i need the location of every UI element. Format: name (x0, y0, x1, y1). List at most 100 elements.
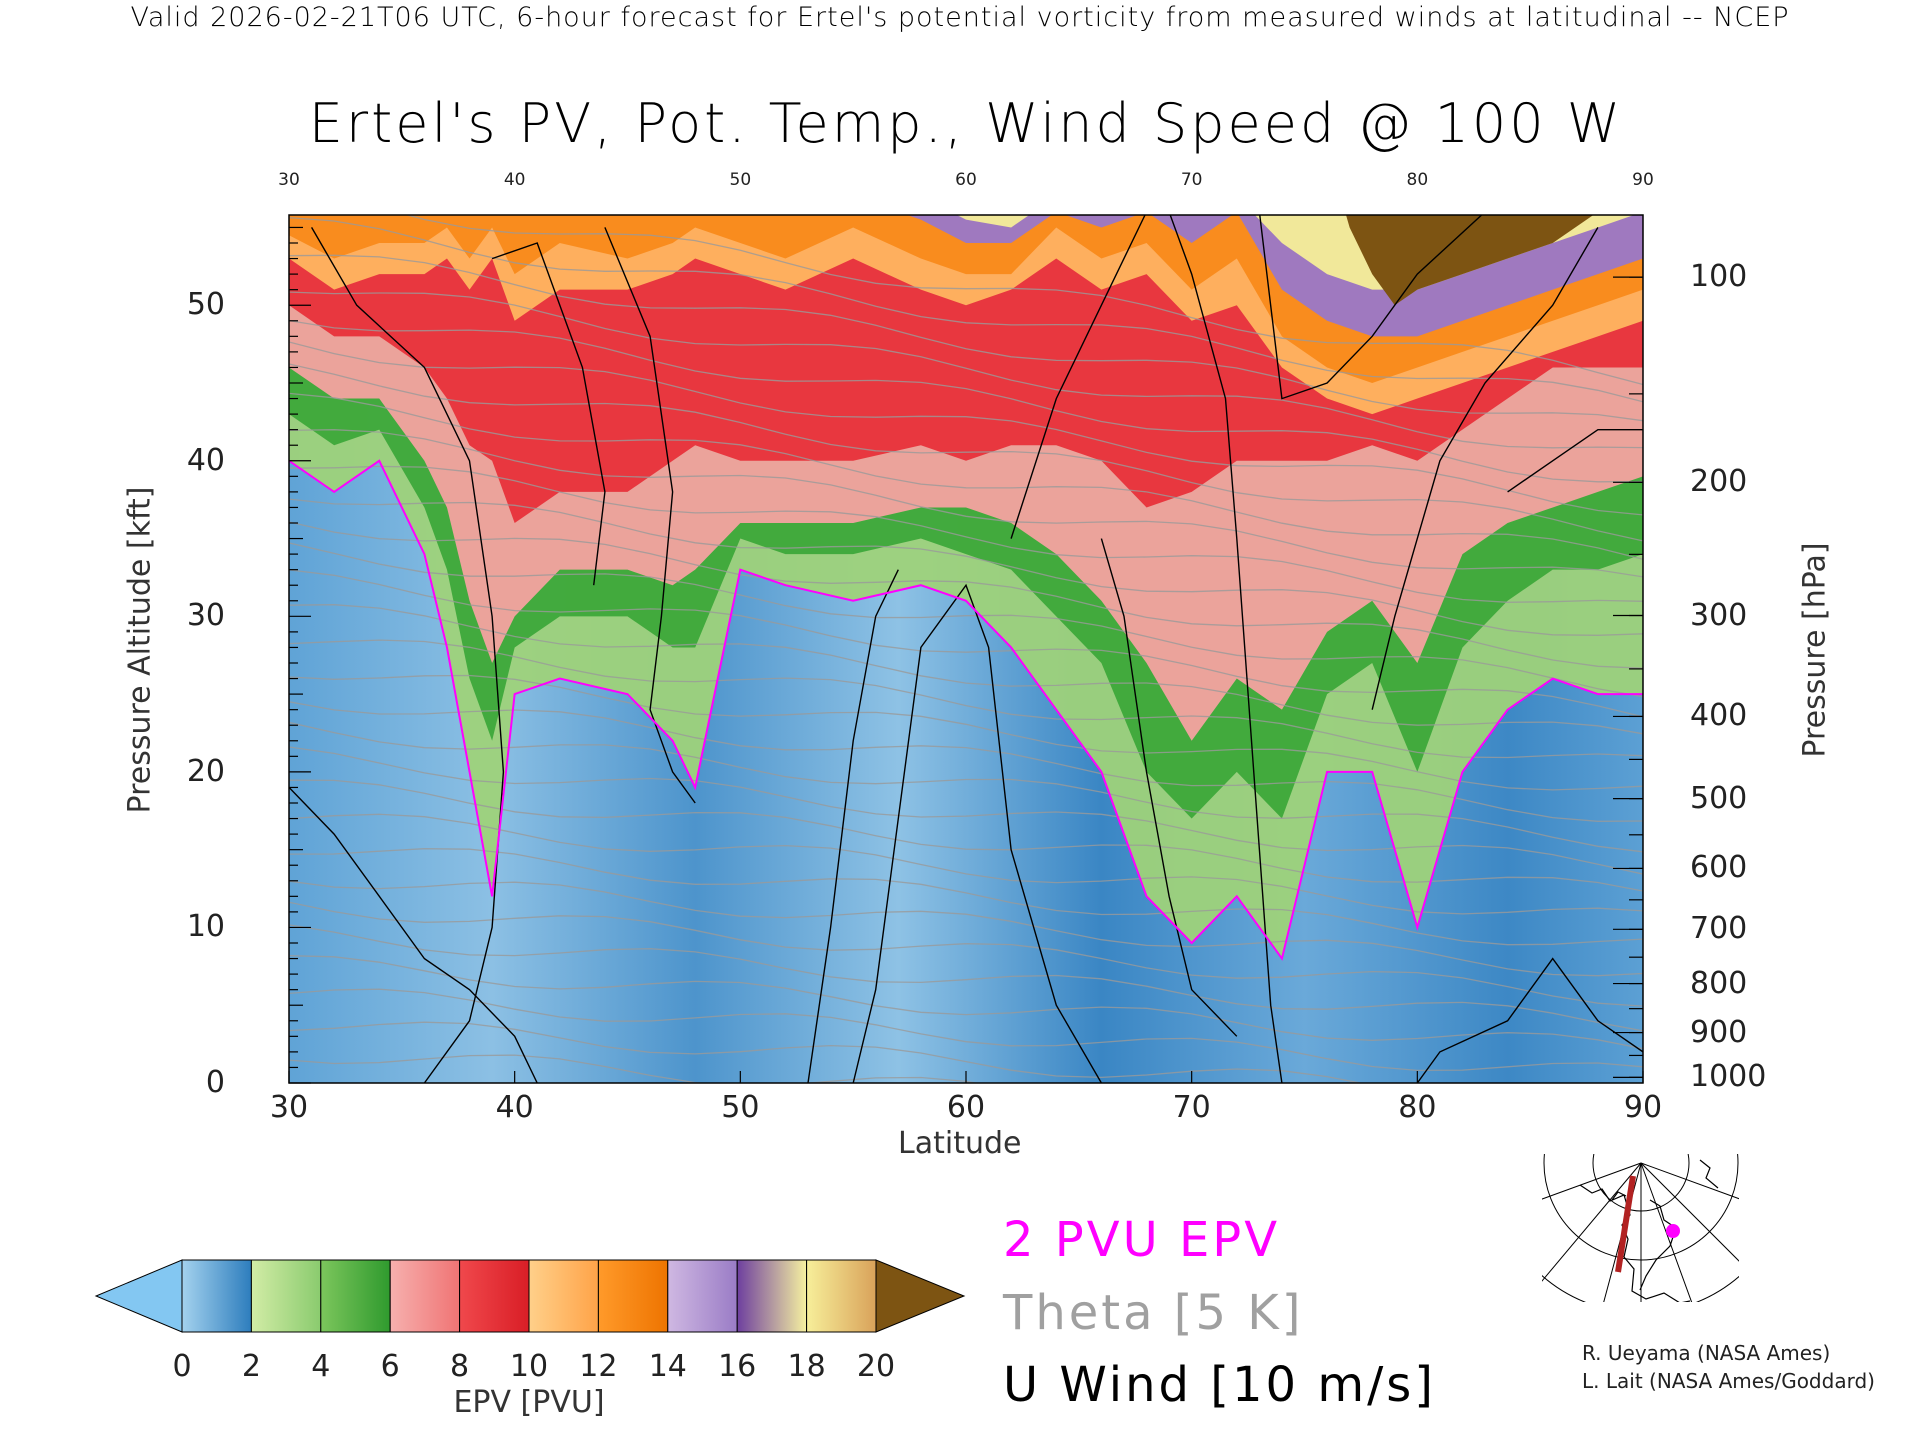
colorbar-segment (597, 1259, 669, 1333)
x-tick-label: 40 (495, 1090, 534, 1125)
colorbar-over-triangle (875, 1259, 966, 1333)
colorbar-segment (528, 1259, 599, 1333)
theta-line (289, 363, 1643, 542)
theta-line (289, 604, 1643, 735)
pv-2pvu-contour (289, 459, 1643, 961)
colorbar-segment (389, 1259, 461, 1333)
colorbar-tick-label: 12 (579, 1349, 618, 1384)
wind-contour-line (1371, 227, 1599, 710)
x-axis-label: Latitude (898, 1126, 1022, 1161)
wind-contour-line (1100, 538, 1238, 1037)
wind-contour-line (604, 227, 696, 804)
meridian-line (1542, 1162, 1642, 1282)
colorbar-tick-label: 2 (241, 1349, 261, 1384)
colorbar-tick-label: 8 (450, 1349, 470, 1384)
wind-contour-line (1507, 429, 1643, 493)
credit-line-2: L. Lait (NASA Ames/Goddard) (1582, 1369, 1875, 1393)
colorbar-segment (459, 1259, 530, 1333)
pressure-tick-label: 900 (1690, 1014, 1748, 1050)
top-x-tick-label: 80 (1406, 170, 1429, 190)
top-x-tick-label: 60 (955, 170, 977, 190)
pressure-tick-label: 300 (1690, 597, 1748, 633)
x-tick-label: 50 (721, 1090, 760, 1125)
chart-title: Ertel's PV, Pot. Temp., Wind Speed @ 100… (308, 92, 1624, 155)
colorbar-segment (806, 1259, 877, 1333)
x-tick-label: 90 (1623, 1090, 1663, 1125)
pressure-tick-label: 1000 (1690, 1059, 1767, 1095)
pressure-tick-label: 100 (1690, 259, 1748, 295)
colorbar-tick-label: 4 (311, 1349, 331, 1384)
wind-contour-line (852, 583, 1103, 1083)
colorbar-tick-label: 18 (787, 1349, 826, 1384)
theta-line (289, 779, 1643, 892)
pv-over-20-region (1346, 215, 1594, 306)
colorbar (94, 1259, 966, 1333)
meridian-line (1640, 1162, 1739, 1200)
theta-line (289, 392, 1643, 560)
theta-line (289, 848, 1643, 946)
theta-line (289, 465, 1643, 603)
colorbar-tick-label: 16 (718, 1349, 757, 1384)
theta-line (289, 813, 1643, 915)
y2-axis-label: Pressure [hPa] (1797, 542, 1833, 758)
theta-line (289, 901, 1643, 1007)
pv-2pvu-line (289, 459, 1643, 961)
pressure-tick-label: 500 (1690, 780, 1748, 816)
wind-contour-line (310, 227, 505, 1083)
colorbar-label: EPV [PVU] (453, 1385, 605, 1420)
y-tick-label: 30 (186, 598, 225, 634)
colorbar-under-triangle (94, 1259, 183, 1333)
colorbar-segment (250, 1259, 322, 1333)
colorbar-tick-label: 0 (172, 1349, 192, 1384)
pressure-tick-label: 800 (1690, 965, 1748, 1001)
locator-map (1542, 1154, 1739, 1302)
meridian-line (1542, 1162, 1642, 1200)
theta-line (289, 521, 1643, 669)
theta-line (289, 721, 1643, 853)
wind-contour-line (807, 569, 899, 1083)
y-tick-label: 20 (186, 753, 225, 789)
colorbar-tick-label: 10 (509, 1349, 549, 1384)
theta-line (289, 216, 1643, 403)
wind-contour-line (1169, 215, 1283, 1083)
colorbar-segment (667, 1259, 738, 1333)
top-x-tick-label: 30 (278, 170, 300, 190)
top-x-tick-label: 90 (1632, 170, 1654, 190)
theta-line (289, 254, 1643, 422)
theta-line (289, 701, 1643, 822)
pressure-tick-label: 200 (1690, 464, 1748, 500)
colorbar-segment (736, 1259, 808, 1333)
y-tick-label: 10 (186, 909, 225, 945)
theta-line (289, 746, 1643, 875)
theta-line (289, 319, 1643, 483)
theta-line (289, 429, 1643, 578)
theta-line (289, 341, 1643, 516)
credit-line-1: R. Ueyama (NASA Ames) (1582, 1341, 1831, 1365)
colorbar-segment (320, 1259, 391, 1333)
theta-line (289, 1021, 1364, 1083)
top-x-tick-label: 70 (1180, 170, 1203, 190)
pressure-tick-label: 400 (1690, 698, 1748, 734)
wind-contour-line (1416, 957, 1643, 1083)
theta-line (289, 988, 1643, 1072)
wind-contour-line (1259, 215, 1483, 400)
header-text: Valid 2026-02-21T06 UTC, 6-hour forecast… (130, 2, 1790, 33)
cross-section-line (1615, 1175, 1636, 1273)
theta-line (289, 924, 1643, 1032)
pressure-tick-label: 600 (1690, 850, 1748, 886)
x-tick-label: 30 (269, 1090, 309, 1125)
x-tick-label: 70 (1172, 1090, 1211, 1125)
theta-line (289, 291, 1643, 449)
theta-line (289, 955, 1643, 1050)
wind-contour-line (491, 242, 606, 586)
meridian-line (1640, 1162, 1739, 1262)
top-x-tick-label: 40 (503, 170, 526, 190)
wind-contour-line (289, 786, 538, 1083)
y-tick-label: 0 (205, 1065, 225, 1100)
pressure-tick-label: 700 (1690, 911, 1748, 947)
top-x-tick-label: 50 (729, 170, 752, 190)
theta-line (289, 542, 1643, 698)
theta-line (289, 639, 1643, 759)
theta-line (289, 498, 1643, 636)
